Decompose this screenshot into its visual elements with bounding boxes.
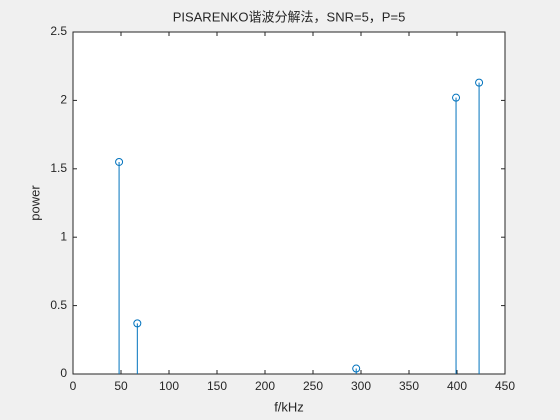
x-axis-label: f/kHz xyxy=(274,399,304,414)
stem-marker xyxy=(133,319,142,328)
stem-marker xyxy=(452,93,461,102)
y-tick-label: 1 xyxy=(60,229,67,243)
x-tick-label: 200 xyxy=(255,379,275,393)
y-tick-label: 2 xyxy=(60,93,67,107)
x-tick-label: 300 xyxy=(351,379,371,393)
stem-marker xyxy=(352,364,361,373)
y-axis-label: power xyxy=(27,185,42,221)
stem-marker xyxy=(115,157,124,166)
stem-marker xyxy=(475,78,484,87)
x-tick-label: 150 xyxy=(207,379,227,393)
x-tick-label: 100 xyxy=(159,379,179,393)
x-tick-label: 50 xyxy=(114,379,128,393)
x-tick-label: 0 xyxy=(70,379,77,393)
x-tick-label: 250 xyxy=(303,379,323,393)
x-tick-label: 450 xyxy=(495,379,515,393)
x-tick-label: 350 xyxy=(399,379,419,393)
axes-box xyxy=(72,31,506,375)
y-tick-label: 1.5 xyxy=(50,161,67,175)
chart-title: PISARENKO谐波分解法，SNR=5，P=5 xyxy=(173,9,406,24)
x-tick-label: 400 xyxy=(447,379,467,393)
y-tick-label: 0.5 xyxy=(50,298,67,312)
y-tick-label: 2.5 xyxy=(50,24,67,38)
y-tick-label: 0 xyxy=(60,366,67,380)
